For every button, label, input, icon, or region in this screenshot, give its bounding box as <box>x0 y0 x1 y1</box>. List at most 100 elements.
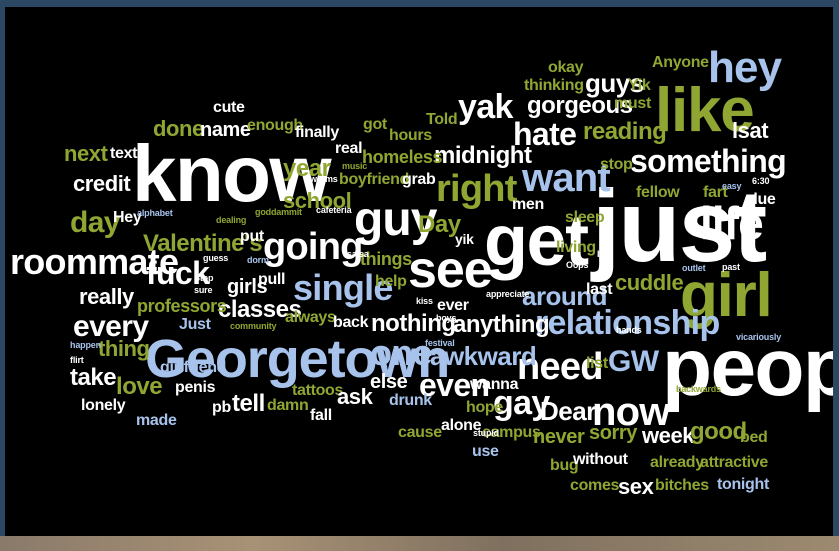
cloud-word: grab <box>402 171 436 188</box>
cloud-word: cafeteria <box>316 205 352 215</box>
cloud-word: ever <box>437 297 469 314</box>
cloud-word: even <box>419 367 490 403</box>
cloud-word: kiss <box>416 296 433 306</box>
cloud-word: around <box>522 281 608 311</box>
cloud-word: love <box>116 373 163 400</box>
cloud-word: guy <box>354 193 437 246</box>
cloud-word: stop <box>600 156 633 173</box>
cloud-word: list <box>586 355 608 372</box>
cloud-word: outlet <box>682 263 706 273</box>
cloud-word: want <box>522 156 611 200</box>
cloud-word: credit <box>73 171 131 196</box>
cloud-word: dorm <box>247 255 269 265</box>
cloud-word: something <box>630 143 787 179</box>
cloud-word: made <box>136 412 177 429</box>
cloud-word: sex <box>618 474 654 499</box>
cloud-word: dealing <box>216 215 247 225</box>
cloud-word: professors <box>137 296 227 316</box>
cloud-word: girls <box>227 276 268 298</box>
cloud-word: vicariously <box>736 332 782 342</box>
cloud-word: things <box>360 249 412 269</box>
cloud-word: text <box>110 145 138 162</box>
cloud-word: past <box>722 262 740 272</box>
cloud-word: roommate <box>10 241 179 282</box>
cloud-word: cute <box>213 99 245 116</box>
cloud-word: good <box>690 418 747 445</box>
cloud-word: hate <box>513 116 577 152</box>
cloud-word: backwards <box>676 384 721 394</box>
cloud-word: festival <box>425 338 455 348</box>
cloud-word: never <box>533 426 585 448</box>
cloud-word: already <box>650 454 704 471</box>
cloud-word: gay <box>493 384 550 422</box>
cloud-word: bed <box>740 429 768 446</box>
cloud-word: tell <box>232 390 265 417</box>
cloud-word: bug <box>550 457 579 474</box>
cloud-word: hey <box>708 43 782 92</box>
cloud-word: due <box>748 191 776 208</box>
cloud-word: damn <box>267 397 309 414</box>
cloud-word: okay <box>548 59 584 76</box>
cloud-word: people <box>662 322 833 413</box>
cloud-word: boys <box>436 313 457 323</box>
cloud-word: hours <box>389 127 432 144</box>
cloud-word: easy <box>722 181 742 191</box>
cloud-word: alone <box>441 417 482 434</box>
cloud-word: guys <box>585 68 644 98</box>
cloud-word: gorgeous <box>527 92 633 119</box>
cloud-word: got <box>363 116 387 133</box>
cloud-word: 6:30 <box>752 176 770 186</box>
cloud-word: single <box>293 267 393 308</box>
cloud-word: else <box>370 371 408 393</box>
cloud-word: living <box>556 239 596 256</box>
cloud-word: really <box>79 284 134 309</box>
cloud-word: need <box>517 346 603 388</box>
cloud-word: thinking <box>524 77 584 94</box>
cloud-word: lonely <box>81 397 126 414</box>
cloud-word: always <box>285 309 336 326</box>
cloud-word: guess <box>203 253 229 263</box>
cloud-word: fall <box>310 407 332 424</box>
cloud-word: reading <box>583 118 667 145</box>
cloud-word: classes <box>218 296 302 323</box>
cloud-word: hope <box>466 399 503 416</box>
cloud-word: put <box>240 228 264 245</box>
cloud-word: drunk <box>389 392 432 409</box>
cloud-word: take <box>70 364 117 391</box>
background-strip <box>0 536 839 551</box>
cloud-word: fellow <box>636 184 680 201</box>
cloud-word: year <box>283 155 331 182</box>
cloud-word: get <box>484 201 589 281</box>
cloud-word: Hey <box>113 209 142 226</box>
cloud-word: pull <box>258 271 286 288</box>
cloud-word: enough <box>247 117 303 134</box>
cloud-word: week <box>642 423 695 448</box>
cloud-word: real <box>335 140 363 157</box>
cloud-word: must <box>614 95 651 112</box>
cloud-word: tattoos <box>292 382 344 399</box>
cloud-word: nothing <box>371 310 456 337</box>
word-cloud: peoplejustgetknowGeorgetownlikegirlseegu… <box>5 7 833 536</box>
cloud-word: every <box>73 310 149 343</box>
cloud-word: appreciate <box>486 289 530 299</box>
cloud-word: sure <box>194 285 213 295</box>
cloud-word: Told <box>426 111 458 128</box>
cloud-word: last <box>586 281 613 298</box>
cloud-word: Anyone <box>652 54 709 71</box>
cloud-word: goddammit <box>255 207 302 217</box>
cloud-word: Valentine's <box>143 230 263 257</box>
cloud-word: fuck <box>146 255 210 291</box>
cloud-word: going <box>263 226 363 268</box>
cloud-word: alphabet <box>137 208 173 218</box>
cloud-word: penis <box>175 379 216 396</box>
cloud-word: ask <box>337 384 373 409</box>
cloud-word: wanna <box>470 376 519 393</box>
cloud-word: sorry <box>589 422 638 444</box>
cloud-word: tonight <box>717 476 769 493</box>
cloud-word: community <box>230 321 277 331</box>
cloud-word: homeless <box>362 147 443 167</box>
cloud-word: now <box>592 390 670 434</box>
cloud-word: use <box>472 443 499 460</box>
cloud-word: flirt <box>70 355 84 365</box>
